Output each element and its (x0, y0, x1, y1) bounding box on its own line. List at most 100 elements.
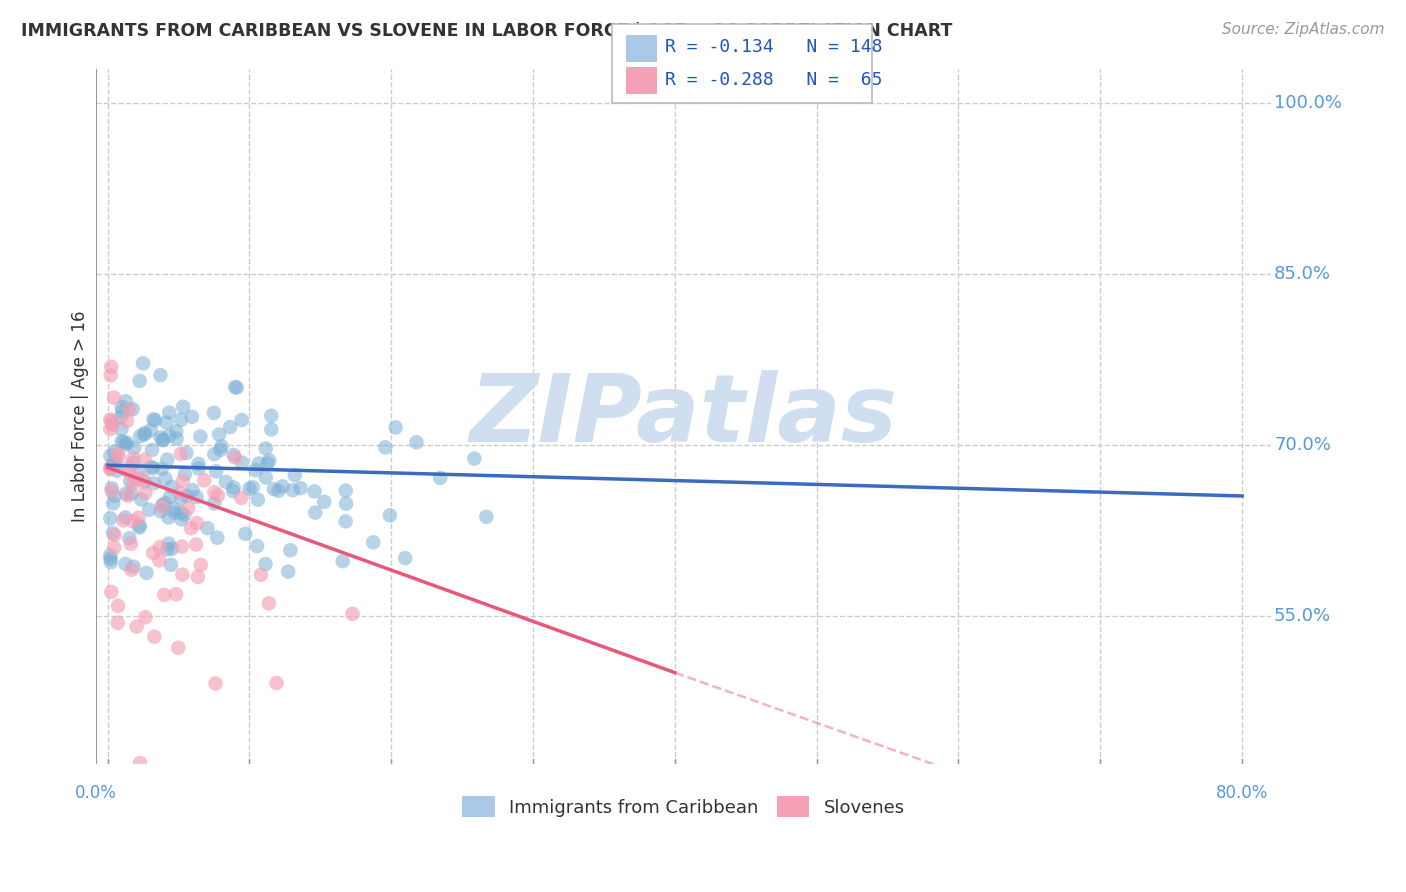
Point (121, 514, 143, 528)
Point (172, 567, 194, 582)
Point (394, 551, 416, 566)
Point (100, 368, 122, 383)
Point (222, 448, 245, 462)
Point (100, 481, 122, 495)
Point (111, 404, 134, 418)
Point (159, 490, 181, 504)
Point (197, 521, 219, 535)
Point (170, 491, 193, 506)
Point (149, 540, 172, 554)
Point (117, 489, 139, 503)
Point (284, 468, 307, 483)
Point (157, 406, 180, 420)
Point (277, 565, 299, 579)
Point (114, 557, 136, 571)
Point (167, 640, 190, 655)
Point (128, 465, 150, 479)
Point (152, 434, 174, 448)
Point (224, 450, 246, 465)
Point (280, 543, 302, 558)
Point (128, 374, 150, 388)
Point (260, 422, 283, 436)
Point (260, 409, 283, 423)
Point (429, 471, 451, 485)
Point (361, 535, 384, 549)
Point (135, 566, 157, 580)
Point (105, 446, 128, 460)
Point (152, 433, 174, 447)
Point (142, 476, 165, 491)
Point (132, 356, 155, 370)
Point (384, 420, 406, 434)
Point (165, 587, 187, 601)
Text: R = -0.288   N =  65: R = -0.288 N = 65 (665, 71, 883, 89)
Point (204, 676, 226, 690)
Point (122, 456, 145, 470)
Point (105, 464, 128, 478)
Point (103, 541, 125, 555)
Point (224, 380, 246, 394)
Point (170, 413, 193, 427)
Point (104, 489, 127, 503)
Point (174, 467, 197, 482)
Point (166, 432, 188, 446)
Point (134, 427, 156, 442)
Point (149, 368, 172, 383)
Point (139, 423, 162, 437)
Point (121, 402, 143, 417)
Point (463, 451, 485, 466)
Point (98, 462, 121, 476)
Point (405, 435, 427, 450)
Point (193, 473, 215, 487)
Point (222, 481, 245, 495)
Point (247, 457, 270, 471)
Text: IMMIGRANTS FROM CARIBBEAN VS SLOVENE IN LABOR FORCE | AGE > 16 CORRELATION CHART: IMMIGRANTS FROM CARIBBEAN VS SLOVENE IN … (21, 22, 952, 40)
Point (170, 506, 193, 520)
Point (163, 506, 186, 520)
Point (153, 588, 176, 602)
Point (118, 460, 141, 475)
Point (205, 464, 228, 478)
Point (125, 472, 148, 486)
Point (160, 480, 183, 494)
Point (101, 417, 124, 432)
Point (184, 537, 207, 551)
Point (378, 508, 401, 523)
Point (108, 450, 131, 464)
Point (475, 509, 498, 524)
Point (115, 414, 138, 428)
Point (170, 447, 193, 461)
Text: Source: ZipAtlas.com: Source: ZipAtlas.com (1222, 22, 1385, 37)
Point (332, 554, 354, 568)
Point (176, 446, 198, 460)
Point (267, 483, 290, 498)
Point (169, 485, 191, 500)
Point (101, 417, 124, 432)
Point (98, 511, 121, 525)
Point (245, 463, 267, 477)
Point (103, 528, 125, 542)
Point (186, 516, 208, 530)
Point (157, 537, 180, 551)
Point (114, 437, 136, 451)
Point (100, 555, 122, 569)
Point (222, 483, 245, 498)
Y-axis label: In Labor Force | Age > 16: In Labor Force | Age > 16 (72, 310, 89, 522)
Point (134, 452, 156, 467)
Point (111, 400, 134, 414)
Point (138, 503, 160, 517)
Point (100, 483, 122, 498)
Point (129, 756, 152, 771)
Point (100, 459, 122, 474)
Point (335, 497, 357, 511)
Point (98, 462, 121, 476)
Text: 85.0%: 85.0% (1274, 265, 1331, 283)
Text: 80.0%: 80.0% (1216, 784, 1268, 802)
Point (231, 456, 253, 470)
Point (107, 599, 129, 613)
Legend: Immigrants from Caribbean, Slovenes: Immigrants from Caribbean, Slovenes (456, 789, 912, 824)
Point (127, 510, 149, 524)
Point (98, 422, 121, 436)
Point (153, 496, 176, 510)
Point (231, 491, 253, 505)
